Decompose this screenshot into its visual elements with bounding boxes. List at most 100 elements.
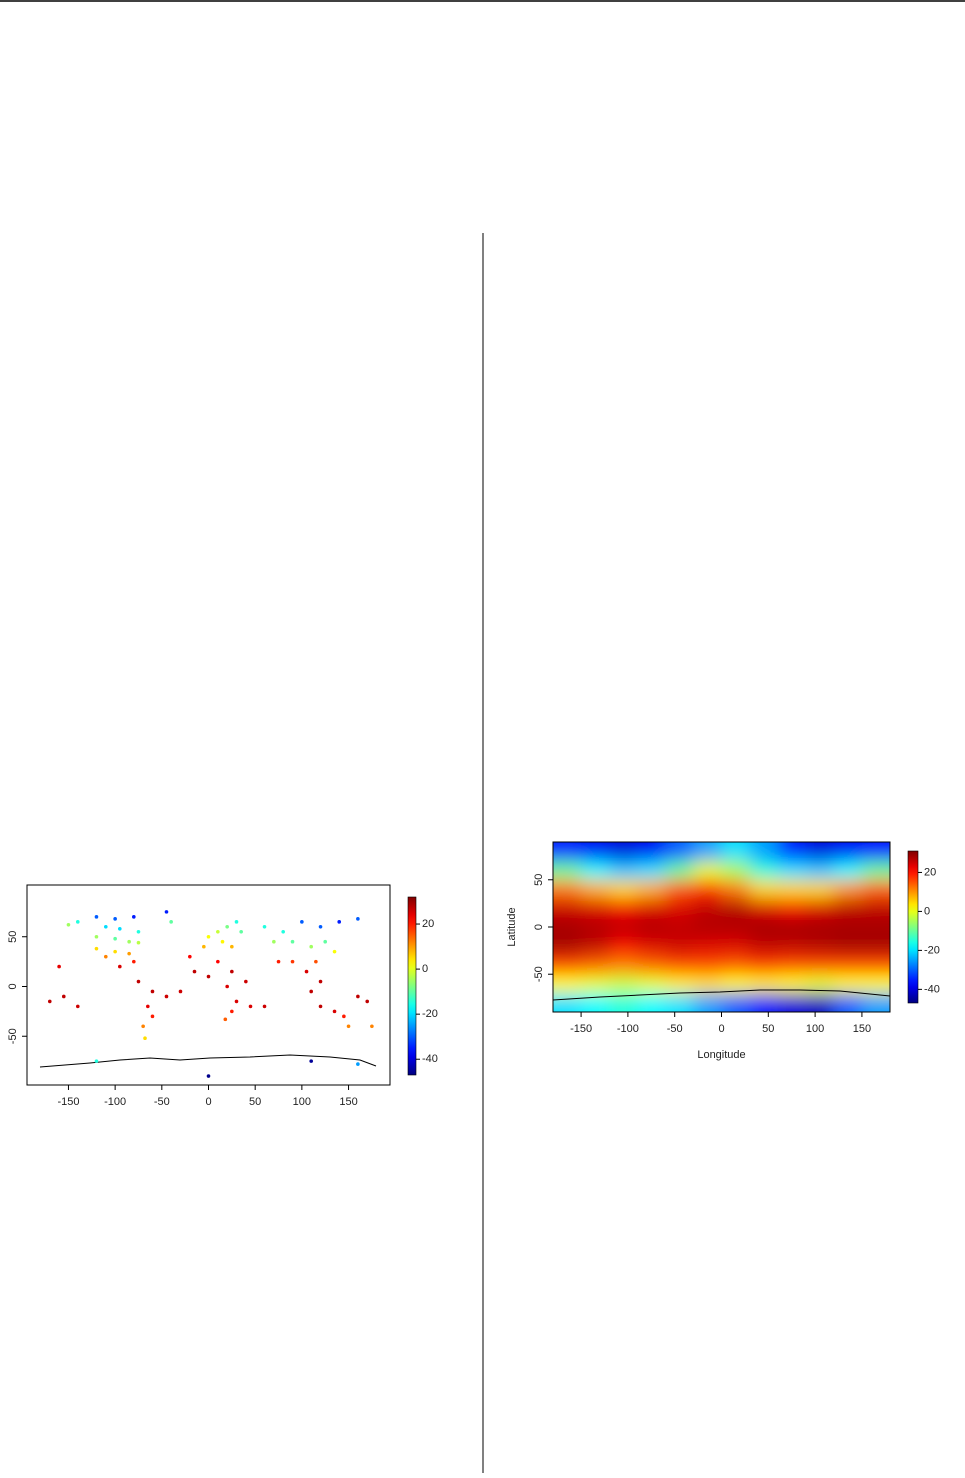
station-point [332, 949, 337, 954]
station-point [141, 1024, 145, 1029]
colorbar-tick-label: -40 [924, 983, 940, 995]
heat-cell [693, 936, 722, 956]
station-point [318, 1004, 323, 1009]
heat-cell [749, 974, 779, 994]
station-point [365, 999, 370, 1004]
heat-cell [553, 993, 582, 1012]
y-tick-label: 0 [533, 924, 545, 930]
heat-cell [777, 860, 807, 881]
station-point [318, 979, 323, 984]
heat-cell [581, 955, 610, 975]
y-axis-title: Latitude [506, 907, 518, 946]
station-point [272, 939, 276, 944]
station-point [216, 929, 220, 934]
station-point [146, 1004, 150, 1009]
y-tick-label: -50 [7, 1028, 19, 1044]
heat-cell [637, 879, 666, 900]
heat-cell [665, 993, 694, 1012]
heat-cell [861, 936, 890, 956]
station-point [192, 969, 197, 974]
x-tick-label: 100 [293, 1096, 311, 1108]
heat-cell [777, 879, 807, 900]
heat-cell [721, 879, 751, 900]
heat-cell [833, 974, 863, 994]
station-point [342, 1014, 346, 1019]
station-point [234, 999, 239, 1004]
station-point [61, 994, 66, 999]
heat-cell [637, 842, 666, 862]
station-point [113, 949, 117, 954]
station-point [220, 939, 225, 944]
heat-cell [581, 917, 610, 937]
station-point [370, 1024, 374, 1029]
plot-frame [26, 884, 391, 1086]
heat-cell [637, 917, 666, 937]
heat-cell [637, 898, 666, 919]
colorbar-tick-label: 0 [924, 905, 930, 917]
station-point [66, 923, 71, 927]
station-point [304, 969, 309, 974]
x-tick-label: 150 [339, 1096, 357, 1108]
heat-cell [637, 860, 666, 881]
heat-cell [833, 842, 863, 862]
station-point [127, 951, 131, 956]
heat-cell [833, 917, 863, 937]
station-point [75, 1004, 80, 1009]
station-point [94, 915, 99, 919]
station-point [262, 1004, 267, 1009]
heat-cell [721, 842, 751, 862]
station-point [309, 989, 314, 994]
heat-cell [805, 898, 835, 919]
station-point [262, 924, 267, 929]
station-point [127, 939, 131, 944]
heat-cell [609, 898, 638, 919]
heat-cell [581, 842, 610, 862]
x-tick-label: -100 [617, 1023, 639, 1035]
x-tick-label: -50 [154, 1096, 170, 1108]
station-point [332, 1009, 337, 1014]
heat-cell [665, 917, 694, 937]
heat-cell [665, 860, 694, 881]
station-point [136, 979, 141, 984]
station-point [113, 936, 117, 941]
station-point [323, 939, 328, 944]
heatmap-field [553, 842, 890, 1012]
heat-cell [861, 842, 890, 862]
heat-cell [609, 860, 638, 881]
heat-cell [777, 955, 807, 975]
heat-cell [693, 842, 722, 862]
station-point [318, 924, 323, 929]
station-point [136, 929, 141, 934]
colorbar-tick-label: -20 [422, 1008, 438, 1020]
station-point [118, 926, 122, 931]
heat-cell [721, 993, 751, 1012]
station-point [188, 954, 192, 959]
colorbar [407, 896, 417, 1076]
heat-cell [805, 974, 835, 994]
heat-cell [609, 936, 638, 956]
heat-cell [721, 860, 751, 881]
heat-cell [581, 974, 610, 994]
colorbar-tick-label: 0 [422, 963, 428, 975]
x-tick-label: -150 [570, 1023, 592, 1035]
station-point [132, 959, 136, 964]
heat-cell [693, 917, 722, 937]
heat-cell [721, 955, 751, 975]
colorbar-tick-label: -40 [422, 1053, 438, 1065]
station-point [94, 934, 99, 939]
heat-cell [861, 860, 890, 881]
heat-cell [749, 917, 779, 937]
heat-cell [665, 974, 694, 994]
x-tick-label: 100 [806, 1023, 824, 1035]
station-point [169, 920, 173, 924]
heat-cell [833, 993, 863, 1012]
y-tick-label: 0 [7, 983, 19, 989]
heat-cell [721, 974, 751, 994]
heat-cell [609, 955, 638, 975]
heat-cell [637, 936, 666, 956]
x-tick-label: 0 [718, 1023, 724, 1035]
heat-cell [861, 879, 890, 900]
heat-cell [693, 993, 722, 1012]
station-point [47, 999, 52, 1004]
heat-cell [609, 993, 638, 1012]
